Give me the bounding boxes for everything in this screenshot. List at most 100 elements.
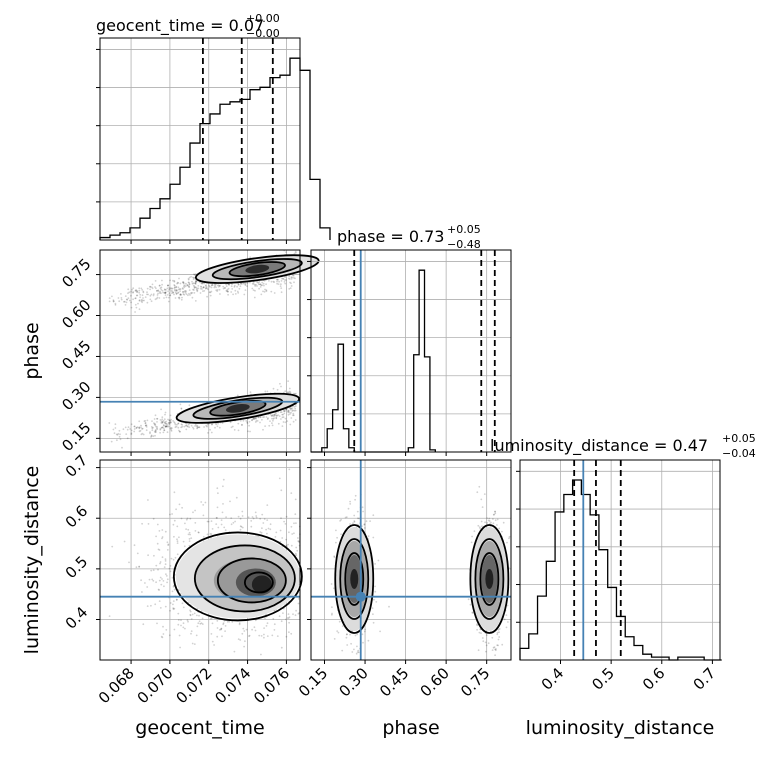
scatter-point xyxy=(192,278,195,281)
scatter-point xyxy=(287,380,289,382)
scatter-point xyxy=(127,288,130,291)
scatter-point xyxy=(189,533,191,536)
scatter-point xyxy=(156,426,158,428)
scatter-point xyxy=(174,291,177,294)
scatter-point xyxy=(157,588,160,591)
scatter-point xyxy=(231,621,234,623)
scatter-point xyxy=(486,522,489,524)
scatter-point xyxy=(278,280,280,283)
scatter-point xyxy=(210,617,213,620)
scatter-point xyxy=(254,417,257,419)
scatter-point xyxy=(371,607,374,610)
scatter-point xyxy=(190,424,193,427)
scatter-point xyxy=(161,426,163,429)
scatter-point xyxy=(216,627,219,629)
scatter-point xyxy=(155,425,157,428)
scatter-point xyxy=(284,276,286,279)
scatter-point xyxy=(224,287,227,289)
scatter-point xyxy=(249,391,252,394)
scatter-point xyxy=(124,295,127,297)
scatter-point xyxy=(177,292,179,294)
scatter-point xyxy=(192,282,195,285)
scatter-point xyxy=(154,424,157,426)
scatter-point xyxy=(163,566,166,568)
scatter-point xyxy=(198,620,201,623)
scatter-point xyxy=(167,422,170,424)
scatter-point xyxy=(166,425,169,427)
scatter-point xyxy=(175,289,178,292)
scatter-point xyxy=(280,280,283,282)
scatter-point xyxy=(494,648,496,651)
scatter-point xyxy=(497,628,500,631)
scatter-point xyxy=(224,630,226,632)
scatter-point xyxy=(262,428,264,431)
scatter-point xyxy=(185,290,187,293)
scatter-point xyxy=(258,634,261,637)
scatter-point xyxy=(205,286,208,288)
scatter-point xyxy=(166,549,169,551)
scatter-point xyxy=(235,496,238,499)
scatter-point xyxy=(146,605,149,607)
scatter-point xyxy=(280,517,282,520)
scatter-point xyxy=(114,427,117,429)
scatter-point xyxy=(246,421,249,424)
scatter-point xyxy=(154,286,156,288)
scatter-point xyxy=(219,628,221,631)
scatter-point xyxy=(479,527,482,530)
scatter-point xyxy=(152,435,155,438)
scatter-point xyxy=(108,297,111,299)
scatter-point xyxy=(157,548,160,551)
scatter-point xyxy=(175,290,178,292)
contour-line xyxy=(172,531,303,622)
scatter-point xyxy=(276,282,278,285)
scatter-point xyxy=(287,409,290,412)
title-luminosity-distance-lower: −0.04 xyxy=(722,447,756,460)
scatter-point xyxy=(345,516,348,518)
scatter-point xyxy=(198,614,200,617)
scatter-point xyxy=(164,292,167,294)
scatter-point xyxy=(152,517,155,520)
scatter-point xyxy=(273,413,276,416)
scatter-point xyxy=(224,529,227,531)
scatter-point xyxy=(182,282,185,285)
scatter-point xyxy=(127,292,129,295)
hist-phase xyxy=(311,269,436,453)
scatter-point xyxy=(174,288,176,291)
scatter-point xyxy=(186,284,189,287)
scatter-point xyxy=(497,644,499,647)
scatter-point xyxy=(246,285,248,287)
scatter-point xyxy=(161,283,163,286)
scatter-point xyxy=(134,297,137,300)
scatter-point xyxy=(226,290,228,293)
scatter-point xyxy=(200,622,203,625)
scatter-point xyxy=(172,603,174,606)
panel-lumdist-vs-phase xyxy=(307,459,512,664)
scatter-point xyxy=(271,414,274,416)
scatter-point xyxy=(295,609,297,612)
scatter-point xyxy=(180,423,183,426)
scatter-point xyxy=(179,288,182,291)
scatter-point xyxy=(266,504,269,506)
scatter-point xyxy=(167,544,170,546)
scatter-point xyxy=(156,290,158,292)
scatter-point xyxy=(266,622,269,625)
scatter-point xyxy=(268,280,270,282)
scatter-point xyxy=(174,297,177,299)
scatter-point xyxy=(170,290,173,292)
scatter-point xyxy=(203,282,205,285)
scatter-point xyxy=(239,528,242,531)
scatter-point xyxy=(222,623,225,626)
scatter-point xyxy=(202,286,205,289)
scatter-point xyxy=(132,291,134,294)
scatter-point xyxy=(292,274,295,277)
scatter-point xyxy=(188,276,191,279)
scatter-point xyxy=(156,294,159,296)
scatter-point xyxy=(363,523,366,525)
scatter-point xyxy=(174,286,176,289)
scatter-point xyxy=(284,523,287,525)
scatter-point xyxy=(130,290,132,293)
scatter-point xyxy=(255,515,258,517)
scatter-point xyxy=(242,282,244,285)
scatter-point xyxy=(496,633,499,636)
